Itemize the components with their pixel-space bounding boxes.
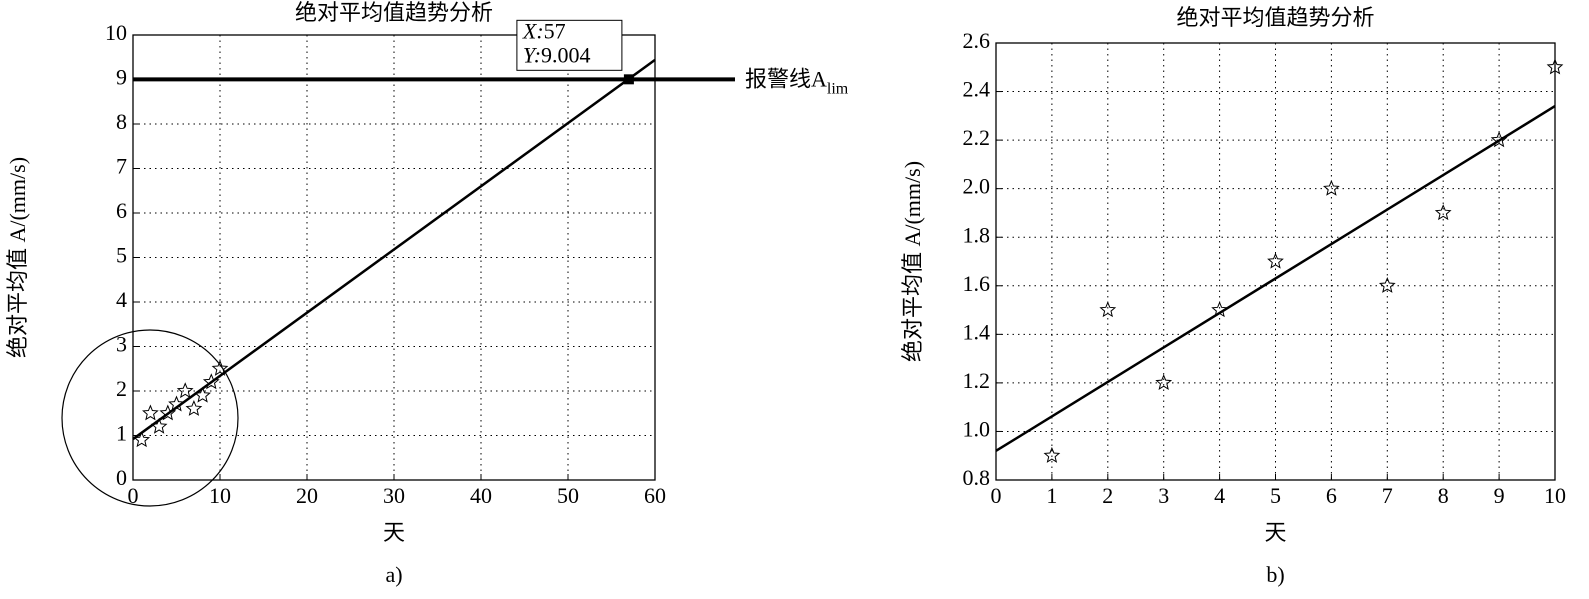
x-tick-label: 1 — [1046, 483, 1057, 508]
x-tick-label: 6 — [1326, 483, 1337, 508]
y-tick-label: 1.0 — [963, 416, 991, 441]
data-point — [1323, 179, 1340, 196]
x-tick-label: 50 — [557, 483, 579, 508]
chart-title: 绝对平均值趋势分析 — [295, 0, 493, 25]
y-tick-label: 3 — [116, 332, 127, 357]
data-point — [1267, 252, 1284, 269]
y-tick-label: 10 — [105, 20, 127, 45]
datatip-box — [516, 19, 623, 71]
x-tick-label: 0 — [128, 483, 139, 508]
y-tick-label: 8 — [116, 109, 127, 134]
x-tick-label: 3 — [1158, 483, 1169, 508]
data-point — [1043, 446, 1061, 463]
fit-line — [995, 105, 1556, 452]
x-tick-label: 10 — [1544, 483, 1566, 508]
y-tick-label: 5 — [116, 243, 127, 268]
x-tick-label: 60 — [644, 483, 666, 508]
y-tick-label: 1.6 — [963, 271, 991, 296]
datatip-y-value: 9.004 — [541, 42, 591, 67]
x-tick-label: 0 — [991, 483, 1002, 508]
x-axis-label: 天 — [383, 520, 405, 545]
data-point — [194, 386, 211, 403]
y-tick-label: 0.8 — [963, 465, 991, 490]
y-tick-label: 6 — [116, 198, 127, 223]
data-point — [1378, 276, 1396, 293]
y-axis-label: 绝对平均值 A/(mm/s) — [5, 157, 30, 358]
x-tick-label: 20 — [296, 483, 318, 508]
x-tick-label: 30 — [383, 483, 405, 508]
y-tick-label: 1.8 — [963, 222, 991, 247]
caption: a) — [385, 562, 402, 587]
x-tick-label: 2 — [1102, 483, 1113, 508]
x-tick-label: 40 — [470, 483, 492, 508]
chart-title: 绝对平均值趋势分析 — [1176, 5, 1374, 30]
data-point — [1546, 58, 1564, 75]
y-tick-label: 2.0 — [963, 174, 991, 199]
y-tick-label: 1.2 — [963, 368, 991, 393]
axes-box — [132, 34, 656, 481]
y-tick-label: 7 — [116, 154, 127, 179]
data-point — [133, 431, 151, 448]
data-point — [1099, 301, 1117, 318]
y-tick-label: 2.4 — [963, 77, 991, 102]
datatip-x: X:57 — [522, 18, 566, 43]
alarm-label-text: 报警线A — [745, 66, 827, 91]
data-point — [176, 382, 194, 399]
y-tick-label: 1 — [116, 421, 127, 446]
datatip-y: Y:9.004 — [523, 42, 591, 67]
data-point — [1211, 301, 1228, 318]
data-point — [202, 373, 220, 390]
y-tick-label: 2.2 — [963, 125, 991, 150]
fit-line — [132, 58, 656, 441]
datatip-x-label: X: — [522, 18, 544, 43]
x-tick-label: 8 — [1438, 483, 1449, 508]
datatip-x-value: 57 — [544, 18, 566, 43]
y-tick-label: 0 — [116, 465, 127, 490]
alarm-label: 报警线Alim — [745, 66, 849, 97]
data-point — [168, 395, 185, 412]
y-tick-label: 1.4 — [963, 319, 991, 344]
data-point — [1155, 374, 1173, 391]
x-tick-label: 9 — [1494, 483, 1505, 508]
y-tick-label: 4 — [116, 287, 127, 312]
x-tick-label: 4 — [1214, 483, 1225, 508]
data-point — [1490, 131, 1508, 148]
alarm-label-sub: lim — [827, 80, 849, 97]
data-point — [211, 359, 229, 376]
x-tick-label: 5 — [1270, 483, 1281, 508]
axes-box — [995, 42, 1556, 481]
data-point — [159, 404, 177, 421]
data-point — [150, 417, 168, 434]
datatip-marker — [623, 74, 634, 85]
datatip-y-label: Y: — [523, 42, 541, 67]
data-point — [185, 399, 203, 416]
data-point — [1434, 204, 1452, 221]
y-axis-label: 绝对平均值 A/(mm/s) — [900, 161, 925, 362]
highlight-circle — [61, 329, 239, 507]
x-axis-label: 天 — [1264, 520, 1286, 545]
y-tick-label: 2 — [116, 376, 127, 401]
data-point — [142, 404, 159, 421]
caption: b) — [1266, 562, 1284, 587]
y-tick-label: 9 — [116, 65, 127, 90]
x-tick-label: 10 — [209, 483, 231, 508]
y-tick-label: 2.6 — [963, 28, 991, 53]
x-tick-label: 7 — [1382, 483, 1393, 508]
